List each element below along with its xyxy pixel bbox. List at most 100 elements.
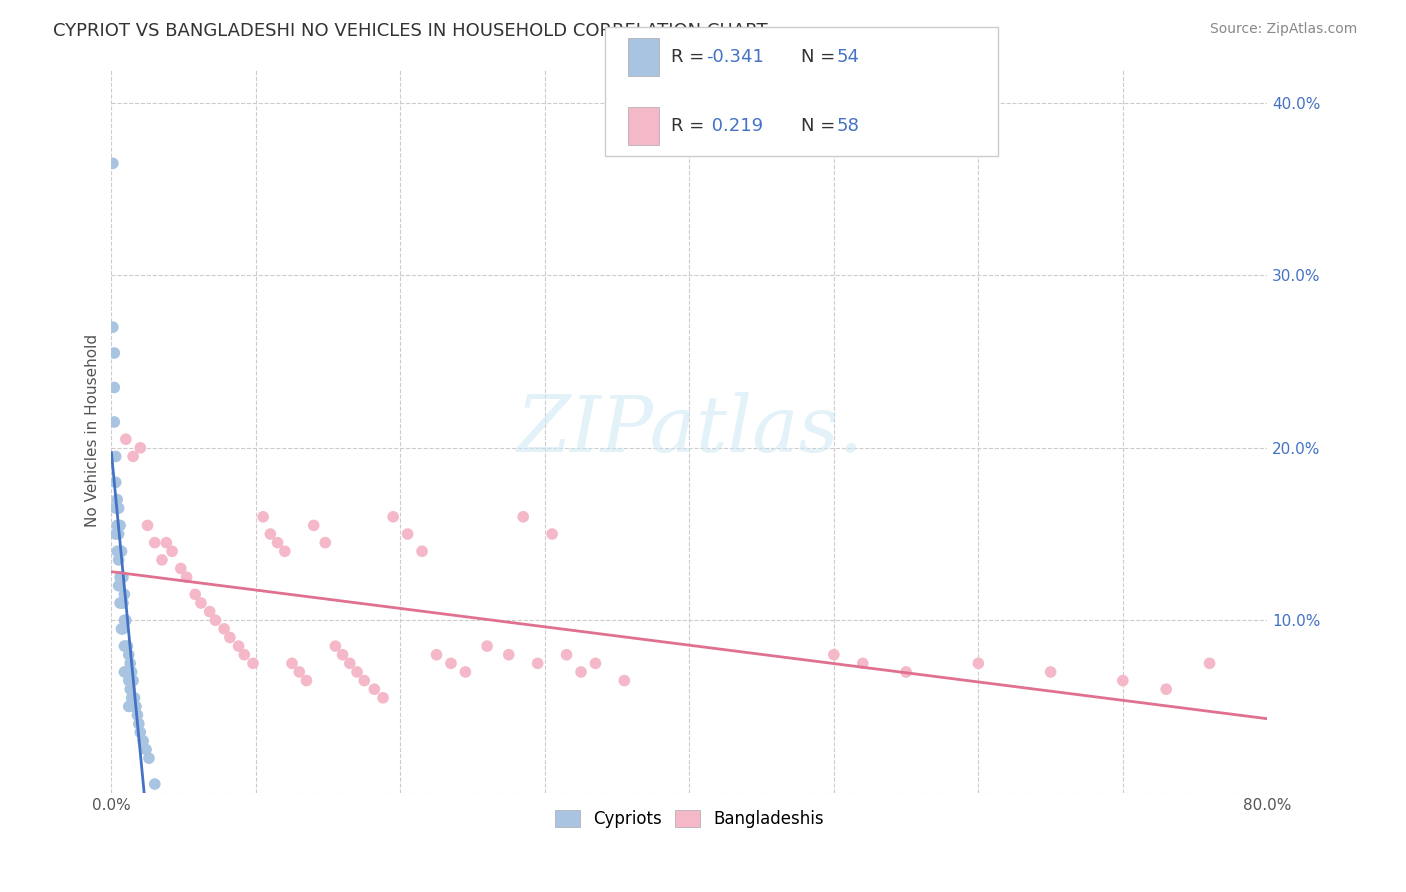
Point [150, 553, 173, 567]
Point [1154, 682, 1177, 697]
Point [894, 665, 917, 679]
Point [176, 570, 198, 584]
Point [105, 544, 128, 558]
Point [125, 699, 148, 714]
Point [281, 657, 304, 671]
Point [112, 639, 135, 653]
Point [135, 742, 157, 756]
Point [115, 432, 138, 446]
Point [1198, 657, 1220, 671]
Point [967, 657, 990, 671]
Point [184, 587, 207, 601]
Point [103, 380, 125, 394]
Point [274, 544, 297, 558]
Point [108, 544, 131, 558]
Point [1039, 665, 1062, 679]
Point [110, 622, 132, 636]
Point [108, 518, 131, 533]
Point [212, 622, 235, 636]
Point [112, 587, 135, 601]
Text: CYPRIOT VS BANGLADESHI NO VEHICLES IN HOUSEHOLD CORRELATION CHART: CYPRIOT VS BANGLADESHI NO VEHICLES IN HO… [53, 22, 768, 40]
Point [105, 492, 128, 507]
Point [122, 699, 145, 714]
Point [115, 613, 138, 627]
Point [325, 639, 347, 653]
Point [295, 673, 318, 688]
Point [115, 639, 138, 653]
Point [108, 570, 131, 584]
Point [118, 699, 141, 714]
Point [120, 682, 142, 697]
Point [555, 648, 578, 662]
Point [219, 631, 242, 645]
Point [204, 613, 226, 627]
Point [118, 648, 141, 662]
Point [302, 518, 325, 533]
Point [129, 725, 152, 739]
Point [103, 415, 125, 429]
Point [160, 544, 183, 558]
Point [190, 596, 212, 610]
Text: Source: ZipAtlas.com: Source: ZipAtlas.com [1209, 22, 1357, 37]
Point [613, 673, 636, 688]
Point [107, 501, 129, 516]
Point [105, 518, 128, 533]
Point [170, 561, 193, 575]
Point [112, 665, 135, 679]
Point [138, 751, 160, 765]
Point [128, 716, 150, 731]
Point [101, 156, 124, 170]
Point [124, 690, 146, 705]
Point [107, 553, 129, 567]
Point [117, 665, 139, 679]
Point [266, 535, 288, 549]
Point [454, 665, 477, 679]
Point [259, 527, 281, 541]
Text: 54: 54 [837, 48, 859, 66]
Legend: Cypriots, Bangladeshis: Cypriots, Bangladeshis [548, 804, 831, 835]
Y-axis label: No Vehicles in Household: No Vehicles in Household [86, 334, 100, 527]
Point [425, 648, 447, 662]
Point [541, 527, 564, 541]
Text: N =: N = [801, 117, 841, 135]
Text: R =: R = [671, 117, 710, 135]
Text: N =: N = [801, 48, 841, 66]
Point [569, 665, 592, 679]
Point [353, 673, 375, 688]
Point [111, 570, 134, 584]
Point [122, 450, 145, 464]
Point [411, 544, 433, 558]
Point [121, 665, 143, 679]
Point [110, 596, 132, 610]
Point [823, 648, 845, 662]
Point [104, 475, 127, 490]
Point [121, 690, 143, 705]
Point [252, 509, 274, 524]
Point [512, 509, 534, 524]
Point [143, 777, 166, 791]
Point [852, 657, 875, 671]
Point [108, 596, 131, 610]
Point [233, 648, 256, 662]
Point [104, 527, 127, 541]
Point [371, 690, 394, 705]
Point [110, 570, 132, 584]
Point [440, 657, 463, 671]
Point [288, 665, 311, 679]
Point [155, 535, 177, 549]
Point [332, 648, 354, 662]
Point [111, 596, 134, 610]
Point [314, 535, 336, 549]
Point [107, 527, 129, 541]
Point [120, 657, 142, 671]
Text: 0.219: 0.219 [706, 117, 763, 135]
Point [475, 639, 498, 653]
Point [363, 682, 385, 697]
Point [339, 657, 361, 671]
Point [127, 708, 149, 723]
Point [498, 648, 520, 662]
Point [396, 527, 419, 541]
Point [526, 657, 548, 671]
Point [132, 734, 155, 748]
Point [115, 665, 138, 679]
